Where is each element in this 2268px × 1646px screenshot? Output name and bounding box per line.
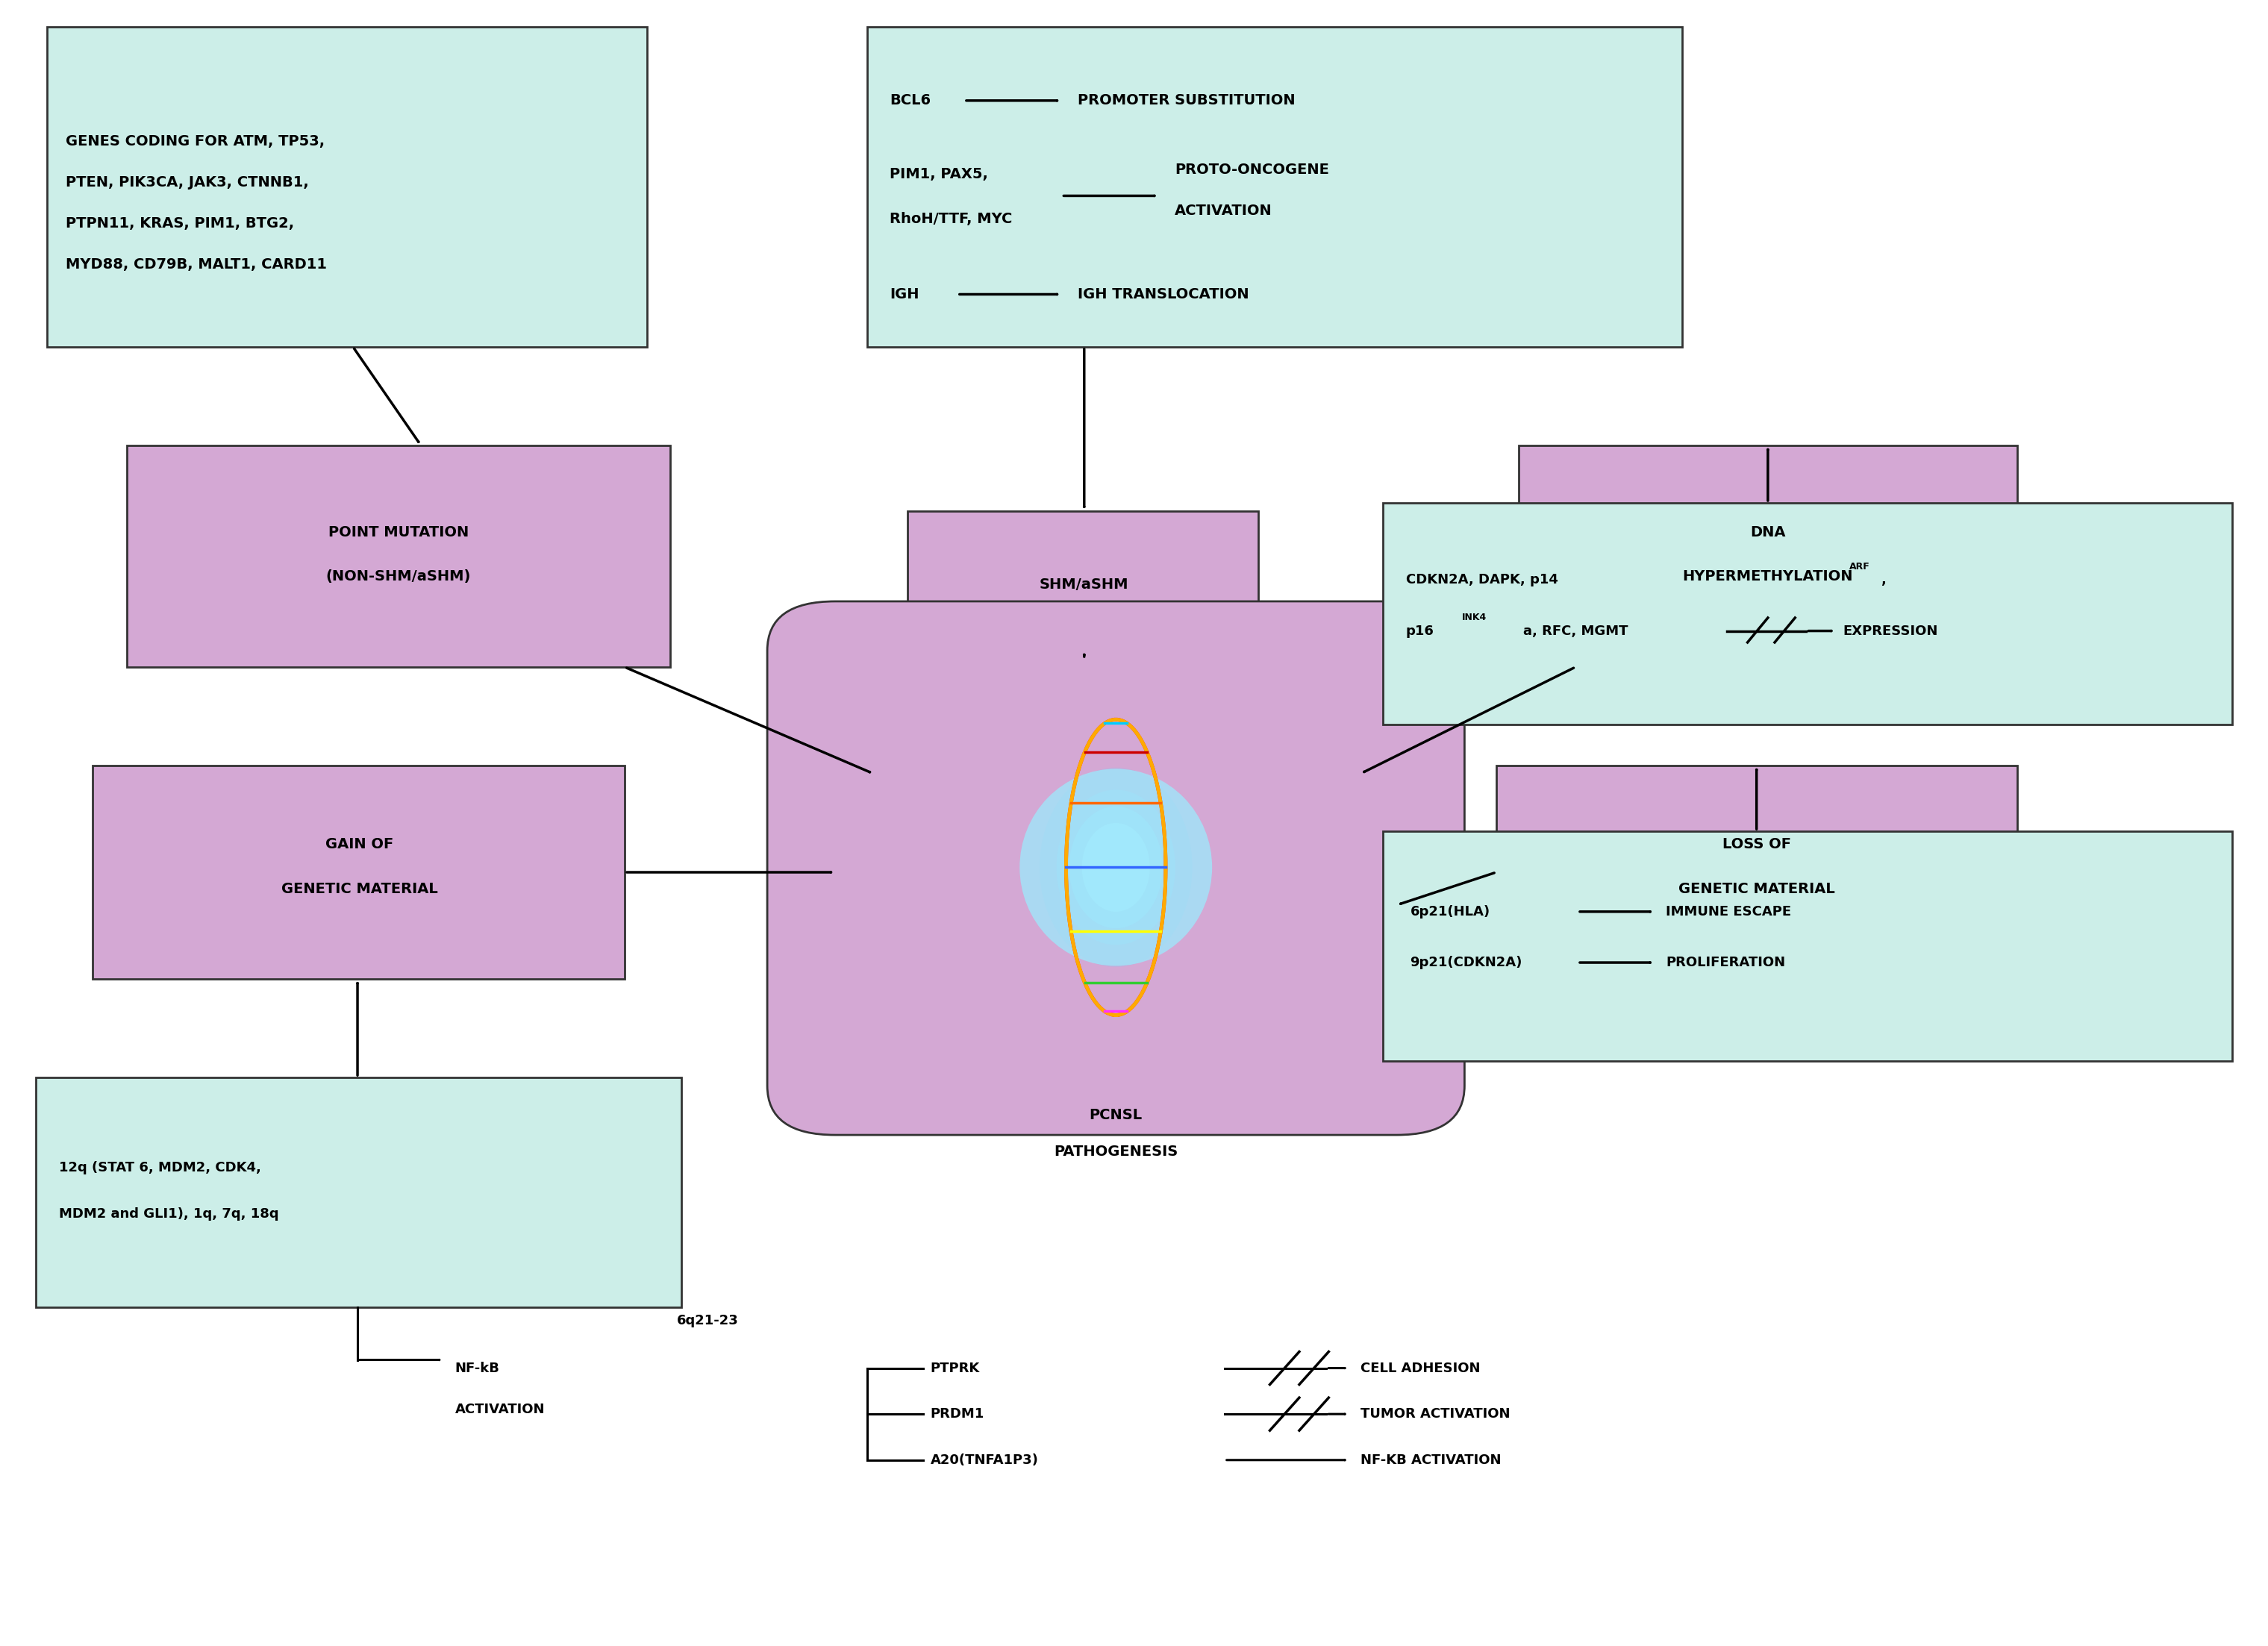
Text: SHM/aSHM: SHM/aSHM	[1039, 578, 1129, 593]
Ellipse shape	[1082, 823, 1150, 912]
Text: CELL ADHESION: CELL ADHESION	[1361, 1361, 1481, 1374]
FancyBboxPatch shape	[1497, 765, 2016, 979]
FancyBboxPatch shape	[36, 1078, 680, 1307]
Ellipse shape	[1057, 790, 1175, 945]
Text: A20(TNFA1P3): A20(TNFA1P3)	[930, 1453, 1039, 1467]
Ellipse shape	[1039, 767, 1193, 968]
Text: 9p21(CDKN2A): 9p21(CDKN2A)	[1411, 956, 1522, 969]
Text: HYPERMETHYLATION: HYPERMETHYLATION	[1683, 570, 1853, 584]
FancyBboxPatch shape	[48, 26, 646, 347]
Text: 6q21-23: 6q21-23	[676, 1314, 739, 1327]
FancyBboxPatch shape	[1383, 831, 2232, 1062]
Text: ACTIVATION: ACTIVATION	[456, 1402, 544, 1416]
FancyBboxPatch shape	[866, 26, 1683, 347]
Text: EXPRESSION: EXPRESSION	[1842, 624, 1937, 637]
FancyBboxPatch shape	[767, 601, 1465, 1136]
Text: IGH: IGH	[889, 288, 919, 301]
Text: RhoH/TTF, MYC: RhoH/TTF, MYC	[889, 212, 1012, 226]
Text: GAIN OF: GAIN OF	[327, 838, 395, 851]
Text: PTPN11, KRAS, PIM1, BTG2,: PTPN11, KRAS, PIM1, BTG2,	[66, 217, 295, 230]
Text: PROMOTER SUBSTITUTION: PROMOTER SUBSTITUTION	[1077, 94, 1295, 107]
FancyBboxPatch shape	[1383, 502, 2232, 724]
Text: PROTO-ONCOGENE: PROTO-ONCOGENE	[1175, 163, 1329, 176]
Text: 6p21(HLA): 6p21(HLA)	[1411, 905, 1490, 918]
Text: GENETIC MATERIAL: GENETIC MATERIAL	[1678, 882, 1835, 895]
Text: TUMOR ACTIVATION: TUMOR ACTIVATION	[1361, 1407, 1510, 1420]
Text: NF-kB: NF-kB	[456, 1361, 499, 1374]
Text: PCNSL: PCNSL	[1089, 1108, 1143, 1123]
Text: GENES CODING FOR ATM, TP53,: GENES CODING FOR ATM, TP53,	[66, 135, 324, 148]
Text: NF-KB ACTIVATION: NF-KB ACTIVATION	[1361, 1453, 1501, 1467]
Text: CDKN2A, DAPK, p14: CDKN2A, DAPK, p14	[1406, 573, 1558, 586]
Text: MYD88, CD79B, MALT1, CARD11: MYD88, CD79B, MALT1, CARD11	[66, 258, 327, 272]
Text: BCL6: BCL6	[889, 94, 930, 107]
Ellipse shape	[1068, 807, 1163, 928]
Text: PTEN, PIK3CA, JAK3, CTNNB1,: PTEN, PIK3CA, JAK3, CTNNB1,	[66, 176, 308, 189]
Text: a, RFC, MGMT: a, RFC, MGMT	[1524, 624, 1633, 637]
Text: LOSS OF: LOSS OF	[1721, 838, 1792, 851]
FancyBboxPatch shape	[93, 765, 624, 979]
Text: PTPRK: PTPRK	[930, 1361, 980, 1374]
Text: ,: ,	[1880, 573, 1887, 586]
Text: p16: p16	[1406, 624, 1433, 637]
FancyBboxPatch shape	[1520, 446, 2016, 667]
Text: IMMUNE ESCAPE: IMMUNE ESCAPE	[1667, 905, 1792, 918]
Text: ACTIVATION: ACTIVATION	[1175, 204, 1272, 217]
Text: PRDM1: PRDM1	[930, 1407, 984, 1420]
Text: DNA: DNA	[1751, 525, 1785, 540]
Text: PROLIFERATION: PROLIFERATION	[1667, 956, 1785, 969]
Text: GENETIC MATERIAL: GENETIC MATERIAL	[281, 882, 438, 895]
Text: 12q (STAT 6, MDM2, CDK4,: 12q (STAT 6, MDM2, CDK4,	[59, 1160, 261, 1175]
Text: (NON-SHM/aSHM): (NON-SHM/aSHM)	[327, 570, 472, 584]
Text: PIM1, PAX5,: PIM1, PAX5,	[889, 168, 989, 181]
Text: IGH TRANSLOCATION: IGH TRANSLOCATION	[1077, 288, 1250, 301]
Text: POINT MUTATION: POINT MUTATION	[329, 525, 469, 540]
FancyBboxPatch shape	[907, 510, 1259, 658]
FancyBboxPatch shape	[127, 446, 669, 667]
Text: PATHOGENESIS: PATHOGENESIS	[1055, 1144, 1177, 1159]
Text: INK4: INK4	[1463, 612, 1488, 622]
Text: ARF: ARF	[1848, 561, 1871, 571]
Ellipse shape	[1021, 769, 1211, 966]
Text: MDM2 and GLI1), 1q, 7q, 18q: MDM2 and GLI1), 1q, 7q, 18q	[59, 1207, 279, 1220]
